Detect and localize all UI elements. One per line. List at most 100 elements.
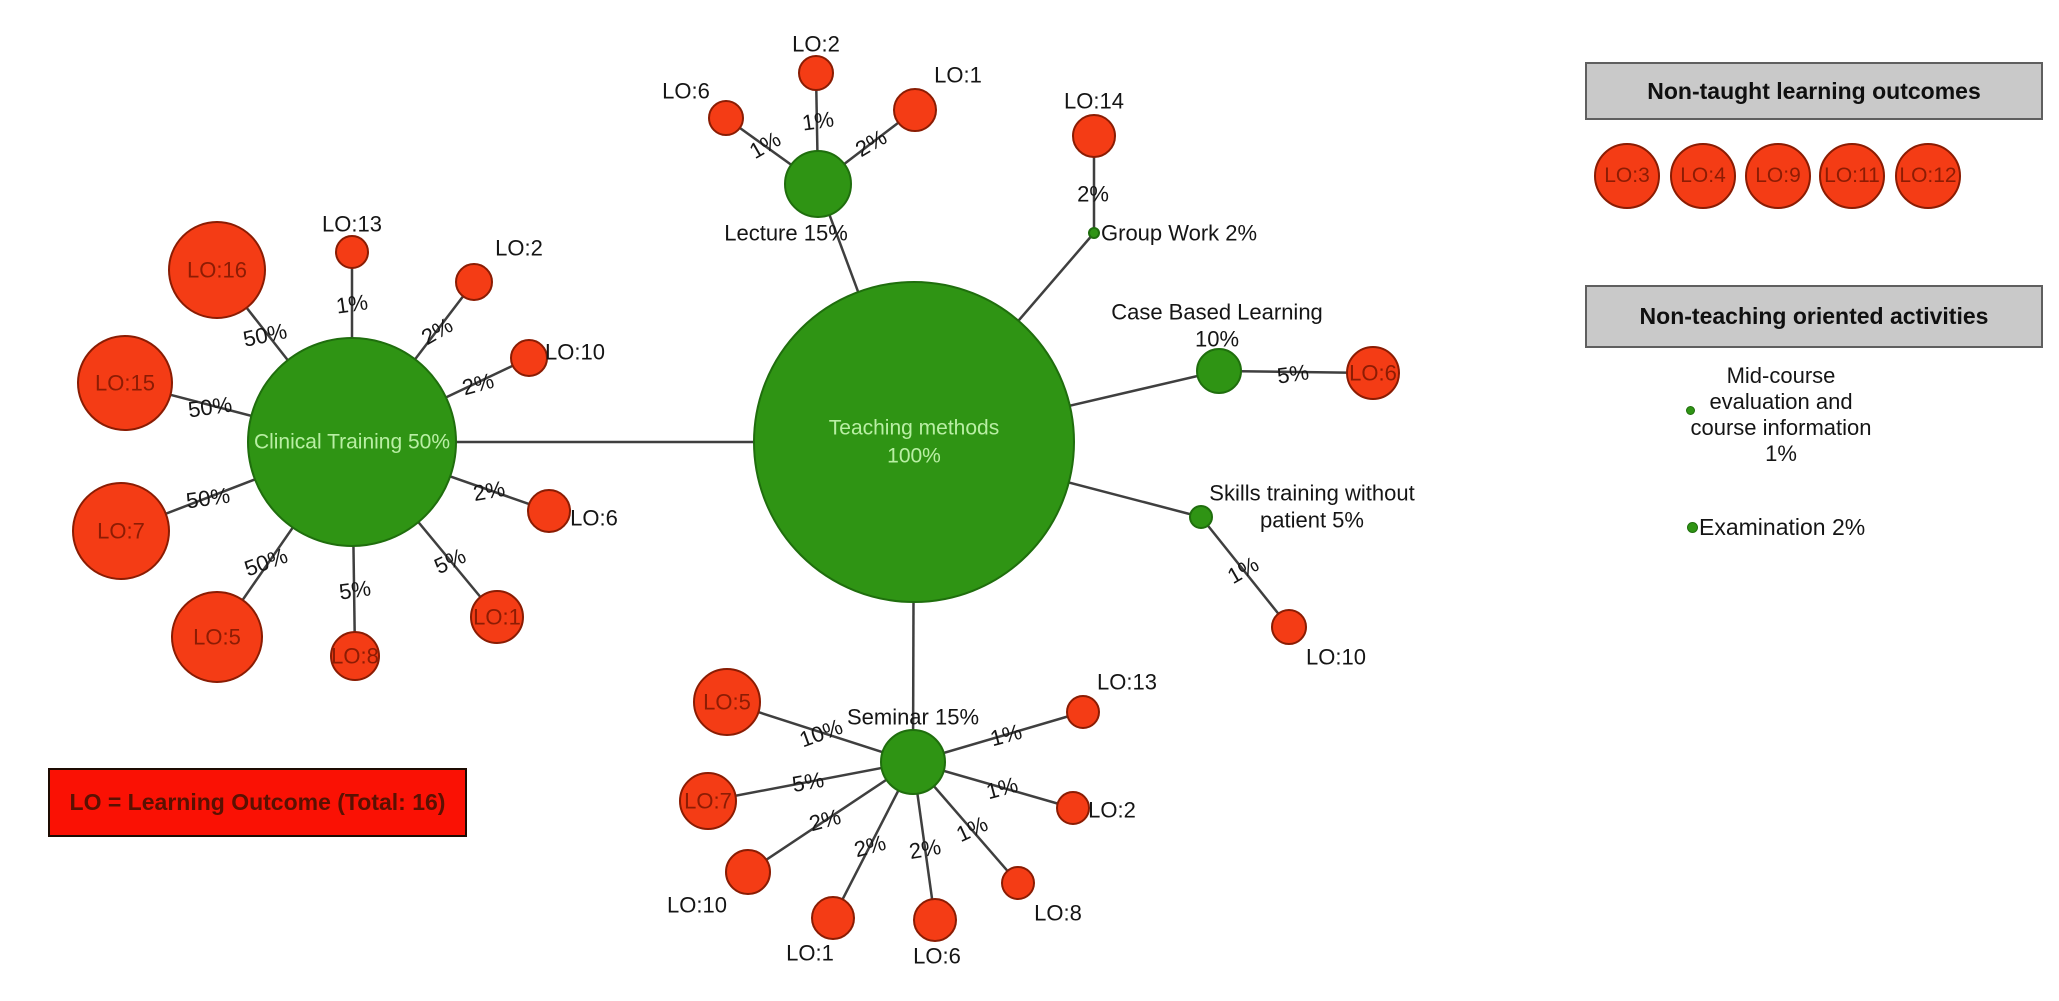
edge-weight-groupwork-gw14: 2% bbox=[1077, 182, 1109, 207]
node-label-teaching: Teaching methods bbox=[829, 417, 999, 440]
node-cbl bbox=[1196, 348, 1242, 394]
node-ext-label-gw14: LO:14 bbox=[1064, 89, 1124, 114]
node-label-cl15: LO:15 bbox=[95, 371, 155, 396]
edge-skills-sk10 bbox=[1200, 516, 1290, 628]
node-ext-label-seminar: Seminar 15% bbox=[847, 705, 979, 730]
non-teaching-activities-header: Non-teaching oriented activities bbox=[1585, 285, 2043, 348]
node-label-se5: LO:5 bbox=[703, 690, 751, 715]
node-cl7 bbox=[72, 482, 170, 580]
lo-abbreviation-note-text: LO = Learning Outcome (Total: 16) bbox=[69, 789, 446, 815]
node-ext-label-le6: LO:6 bbox=[662, 79, 710, 104]
mid-course-activity-label: Mid-course evaluation and course informa… bbox=[1661, 363, 1901, 467]
node-ext-label-cl10: LO:10 bbox=[545, 340, 605, 365]
node-sk10 bbox=[1271, 609, 1307, 645]
edge-weight-clinical-cl13: 1% bbox=[335, 289, 370, 318]
node-label-cl5: LO:5 bbox=[193, 625, 241, 650]
node-cl10 bbox=[510, 339, 548, 377]
edge-weight-seminar-se10: 2% bbox=[806, 804, 843, 836]
node-ext-label-se2: LO:2 bbox=[1088, 798, 1136, 823]
node-ext-label-groupwork: Group Work 2% bbox=[1101, 221, 1257, 246]
node-cb6 bbox=[1346, 346, 1400, 400]
non-taught-outcomes-header: Non-taught learning outcomes bbox=[1585, 62, 2043, 120]
edge-weight-seminar-se8: 1% bbox=[952, 811, 991, 847]
examination-dot-icon bbox=[1687, 521, 1698, 533]
node-ext-label-se6: LO:6 bbox=[913, 944, 961, 969]
edge-weight-seminar-se5: 10% bbox=[796, 714, 846, 753]
mid-course-line-2: evaluation and bbox=[1709, 389, 1853, 414]
edge-weight-clinical-cl8: 5% bbox=[338, 575, 373, 604]
mid-course-line-4: 1% bbox=[1765, 441, 1797, 466]
legend-outcome-lo-12: LO:12 bbox=[1895, 143, 1961, 209]
node-gw14 bbox=[1072, 114, 1116, 158]
node-le1 bbox=[893, 88, 937, 132]
edge-weight-seminar-se13: 1% bbox=[987, 719, 1024, 751]
node-label-cl7: LO:7 bbox=[97, 519, 145, 544]
node-le2 bbox=[798, 55, 834, 91]
legend-outcome-lo-9: LO:9 bbox=[1745, 143, 1811, 209]
node-ext-label-cbl: 10% bbox=[1195, 327, 1239, 352]
edge-weight-seminar-se1: 2% bbox=[851, 830, 888, 862]
lo-abbreviation-note: LO = Learning Outcome (Total: 16) bbox=[48, 768, 467, 837]
edge-weight-clinical-cl6: 2% bbox=[471, 476, 507, 506]
edge-weight-clinical-cl1: 5% bbox=[430, 543, 469, 579]
mid-course-line-3: course information bbox=[1690, 415, 1872, 440]
edge-weight-clinical-cl10: 2% bbox=[459, 368, 496, 400]
node-se13 bbox=[1066, 695, 1100, 729]
edge-weight-lecture-le6: 1% bbox=[745, 126, 785, 164]
node-label-cb6: LO:6 bbox=[1349, 361, 1397, 386]
node-label-se7: LO:7 bbox=[684, 789, 732, 814]
node-se8 bbox=[1001, 866, 1035, 900]
edge-weight-cbl-cb6: 5% bbox=[1276, 359, 1311, 388]
edge-weight-seminar-se7: 5% bbox=[790, 767, 826, 797]
node-clinical bbox=[247, 337, 457, 547]
node-label-cl16: LO:16 bbox=[187, 258, 247, 283]
edge-seminar-se7 bbox=[707, 760, 914, 803]
node-label-clinical: Clinical Training 50% bbox=[254, 431, 450, 454]
mid-course-dot-icon bbox=[1686, 406, 1695, 415]
node-ext-label-le2: LO:2 bbox=[792, 32, 840, 57]
edge-weight-lecture-le2: 1% bbox=[801, 106, 836, 135]
node-cl15 bbox=[77, 335, 173, 431]
non-taught-outcomes-title: Non-taught learning outcomes bbox=[1647, 77, 1981, 104]
node-se7 bbox=[679, 772, 737, 830]
node-ext-label-cl6: LO:6 bbox=[570, 506, 618, 531]
node-ext-label-cl2: LO:2 bbox=[495, 236, 543, 261]
node-se5 bbox=[693, 668, 761, 736]
node-label-cl1: LO:1 bbox=[473, 605, 521, 630]
node-skills bbox=[1189, 505, 1213, 529]
node-ext-label-cbl: Case Based Learning bbox=[1111, 300, 1323, 325]
edge-weight-clinical-cl2: 2% bbox=[417, 312, 457, 350]
node-ext-label-sk10: LO:10 bbox=[1306, 645, 1366, 670]
legend-outcome-lo-4: LO:4 bbox=[1670, 143, 1736, 209]
edge-weight-lecture-le1: 2% bbox=[851, 124, 891, 162]
node-cl8 bbox=[330, 631, 380, 681]
node-se1 bbox=[811, 896, 855, 940]
edge-weight-skills-sk10: 1% bbox=[1223, 551, 1263, 589]
legend-outcome-lo-11: LO:11 bbox=[1819, 143, 1885, 209]
legend-outcome-lo-3: LO:3 bbox=[1594, 143, 1660, 209]
edge-weight-seminar-se6: 2% bbox=[907, 834, 943, 864]
edge-weight-clinical-cl16: 50% bbox=[241, 318, 289, 352]
node-ext-label-se8: LO:8 bbox=[1034, 901, 1082, 926]
examination-label: Examination 2% bbox=[1699, 513, 1866, 540]
node-ext-label-le1: LO:1 bbox=[934, 63, 982, 88]
node-ext-label-se10: LO:10 bbox=[667, 893, 727, 918]
node-label-cl8: LO:8 bbox=[331, 644, 379, 669]
node-cl2 bbox=[455, 263, 493, 301]
non-teaching-activities-title: Non-teaching oriented activities bbox=[1639, 303, 1989, 329]
node-label-teaching: 100% bbox=[887, 445, 941, 468]
edge-weight-clinical-cl7: 50% bbox=[184, 483, 231, 514]
examination-activity: Examination 2% bbox=[1687, 513, 1865, 541]
node-teaching bbox=[753, 281, 1075, 603]
node-ext-label-cl13: LO:13 bbox=[322, 212, 382, 237]
node-ext-label-se1: LO:1 bbox=[786, 941, 834, 966]
node-se2 bbox=[1056, 791, 1090, 825]
node-ext-label-skills: Skills training without bbox=[1209, 481, 1414, 506]
edge-weight-clinical-cl5: 50% bbox=[241, 543, 291, 582]
node-cl5 bbox=[171, 591, 263, 683]
node-cl6 bbox=[527, 489, 571, 533]
edge-weight-clinical-cl15: 50% bbox=[186, 392, 233, 423]
node-se6 bbox=[913, 898, 957, 942]
node-lecture bbox=[784, 150, 852, 218]
